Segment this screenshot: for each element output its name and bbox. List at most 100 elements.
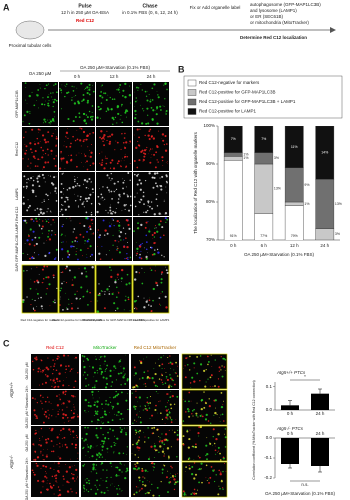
signal <box>126 156 129 158</box>
signal <box>101 161 103 164</box>
signal <box>110 269 112 271</box>
signal <box>44 381 48 384</box>
signal <box>159 445 162 448</box>
signal <box>95 458 98 461</box>
signal <box>138 144 141 147</box>
signal <box>94 401 96 403</box>
signal <box>35 418 36 419</box>
signal <box>195 492 198 495</box>
signal <box>140 361 143 365</box>
signal <box>83 112 85 115</box>
signal <box>69 269 71 272</box>
signal <box>166 271 169 274</box>
signal <box>134 117 137 120</box>
signal <box>77 206 80 208</box>
signal <box>169 403 172 406</box>
signal <box>107 421 109 424</box>
signal <box>149 297 151 299</box>
micrograph <box>59 82 95 126</box>
signal <box>170 446 172 448</box>
signal <box>89 164 91 167</box>
signal <box>83 440 85 442</box>
signal <box>30 218 33 221</box>
signal <box>95 356 96 358</box>
signal <box>30 268 32 270</box>
signal <box>150 98 152 100</box>
signal <box>42 149 45 152</box>
signal <box>167 356 169 359</box>
signal <box>163 256 165 258</box>
signal <box>142 108 144 110</box>
signal <box>217 450 219 452</box>
signal <box>99 453 102 456</box>
signal <box>154 225 157 227</box>
signal <box>137 430 140 433</box>
signal <box>208 405 211 408</box>
signal <box>87 427 89 429</box>
zoom-caption: Red C12-positive for LAMP1 <box>133 318 170 322</box>
signal <box>170 476 172 479</box>
signal <box>87 289 88 291</box>
signal <box>87 451 89 453</box>
signal <box>22 121 24 123</box>
signal <box>41 402 43 405</box>
signal <box>138 200 139 202</box>
signal <box>31 151 33 154</box>
signal <box>51 372 54 375</box>
signal <box>127 393 129 394</box>
signal <box>76 130 78 131</box>
signal <box>176 375 179 377</box>
signal <box>93 376 95 378</box>
signal <box>161 133 165 136</box>
signal <box>191 409 194 412</box>
signal <box>69 145 72 148</box>
signal <box>96 369 98 372</box>
signal <box>119 91 121 93</box>
signal <box>165 110 168 112</box>
signal <box>122 452 125 455</box>
signal <box>99 117 101 119</box>
signal <box>99 95 101 97</box>
signal <box>199 425 203 429</box>
signal <box>52 219 55 221</box>
signal <box>169 396 172 399</box>
signal <box>154 110 156 111</box>
signal <box>218 370 220 372</box>
signal <box>150 269 153 272</box>
signal <box>108 142 111 145</box>
signal <box>126 245 129 249</box>
signal <box>184 376 187 379</box>
signal <box>86 240 89 243</box>
signal <box>63 84 65 86</box>
signal <box>139 378 141 380</box>
signal <box>78 267 80 269</box>
signal <box>126 110 129 113</box>
signal <box>122 141 125 144</box>
signal <box>167 161 168 163</box>
signal <box>133 159 136 162</box>
signal <box>69 370 72 372</box>
signal <box>106 383 109 385</box>
signal <box>140 122 144 125</box>
signal <box>65 267 67 270</box>
signal <box>65 368 67 371</box>
signal <box>72 231 74 233</box>
signal <box>177 473 179 474</box>
signal <box>72 416 75 419</box>
signal <box>82 374 84 376</box>
signal <box>149 128 152 131</box>
signal <box>143 431 145 433</box>
signal <box>147 221 149 222</box>
signal <box>185 411 187 413</box>
signal <box>50 366 52 368</box>
signal <box>100 368 103 370</box>
signal <box>28 122 31 125</box>
x-tick-label: 0 h <box>287 431 294 436</box>
signal <box>99 258 102 260</box>
signal <box>73 102 77 105</box>
bar-segment <box>254 163 274 214</box>
signal <box>167 491 169 493</box>
signal <box>77 372 79 374</box>
significance: * <box>304 374 306 379</box>
signal <box>109 369 112 372</box>
